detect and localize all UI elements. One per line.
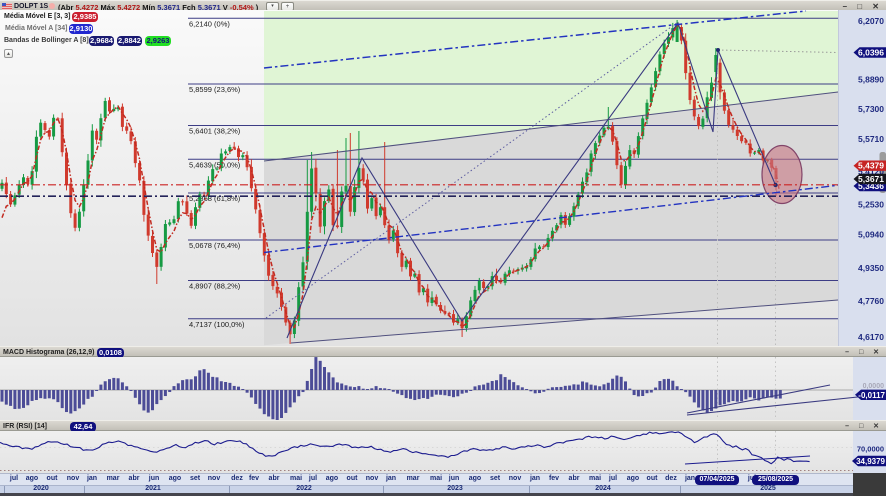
svg-text:5,7300: 5,7300 [858, 104, 884, 114]
svg-text:5,4120: 5,4120 [858, 167, 884, 177]
svg-text:0,0000: 0,0000 [863, 383, 885, 390]
svg-text:5,0940: 5,0940 [858, 230, 884, 240]
svg-text:-0,0117: -0,0117 [858, 391, 885, 400]
svg-text:5,0678 (76,4%): 5,0678 (76,4%) [189, 241, 241, 250]
svg-text:4,7137 (100,0%): 4,7137 (100,0%) [189, 320, 245, 329]
svg-text:5,6401 (38,2%): 5,6401 (38,2%) [189, 127, 241, 136]
svg-text:4,6170: 4,6170 [858, 332, 884, 342]
svg-text:5,3436: 5,3436 [858, 181, 884, 191]
svg-text:6,0396: 6,0396 [858, 48, 884, 58]
svg-text:4,9350: 4,9350 [858, 263, 884, 273]
svg-text:34,9379: 34,9379 [856, 457, 885, 466]
svg-text:5,8599 (23,6%): 5,8599 (23,6%) [189, 85, 241, 94]
svg-text:70,0000: 70,0000 [857, 445, 884, 454]
svg-text:5,2868 (61,8%): 5,2868 (61,8%) [189, 194, 241, 203]
svg-text:5,5710: 5,5710 [858, 134, 884, 144]
svg-text:6,2070: 6,2070 [858, 16, 884, 26]
svg-text:4,8907 (88,2%): 4,8907 (88,2%) [189, 282, 241, 291]
svg-text:4,7760: 4,7760 [858, 296, 884, 306]
svg-text:5,8890: 5,8890 [858, 74, 884, 84]
svg-text:5,4639 (50,0%): 5,4639 (50,0%) [189, 161, 241, 170]
svg-text:5,4379: 5,4379 [858, 161, 884, 171]
svg-text:5,2530: 5,2530 [858, 200, 884, 210]
svg-text:6,2140 (0%): 6,2140 (0%) [189, 20, 230, 29]
svg-text:5,3671: 5,3671 [858, 174, 884, 184]
